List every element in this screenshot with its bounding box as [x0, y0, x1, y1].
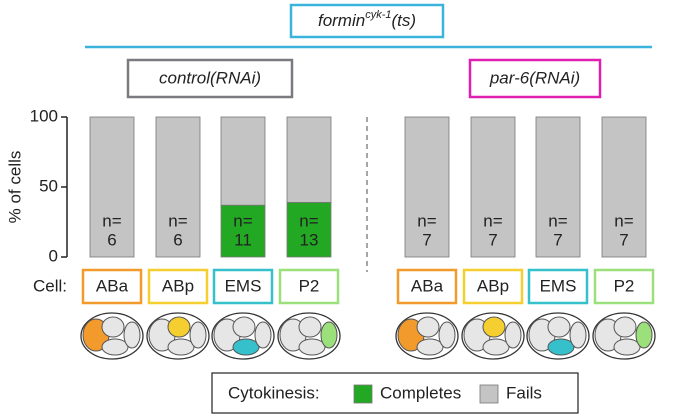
legend-swatch [479, 384, 499, 404]
n-prefix: n= [233, 211, 252, 230]
bar-segment [155, 116, 201, 258]
embryo-cell [167, 338, 195, 356]
y-tick-label: 0 [49, 246, 58, 265]
cell-box [462, 268, 524, 305]
group-box [126, 58, 294, 99]
embryo-cell [123, 321, 141, 349]
cell-box [593, 268, 655, 305]
n-value: 6 [107, 230, 116, 249]
bar-segment [601, 116, 647, 258]
embryo-cell [298, 316, 322, 338]
n-prefix: n= [483, 211, 502, 230]
embryo-cell [613, 316, 637, 338]
legend-title: Cytokinesis: [228, 383, 320, 402]
bar-segment [220, 116, 266, 206]
n-prefix: n= [614, 211, 633, 230]
embryo-cell [635, 321, 653, 349]
n-value: 7 [422, 230, 431, 249]
embryo-cell [613, 338, 641, 356]
embryo-cell [569, 321, 587, 349]
cell-label: ABa [411, 276, 444, 295]
embryo-cell [298, 338, 326, 356]
title-suffix: (ts) [391, 11, 416, 30]
group-box [468, 58, 602, 99]
cell-box [396, 268, 458, 305]
title-main: formin [318, 11, 365, 30]
y-tick-label: 50 [39, 176, 58, 195]
cell-label: EMS [225, 276, 262, 295]
embryo-cell [254, 321, 272, 349]
n-value: 7 [619, 230, 628, 249]
legend-box [211, 372, 579, 414]
group-label: par-6(RNAi) [489, 68, 580, 87]
embryo-cell [101, 316, 125, 338]
cell-label: ABp [477, 276, 509, 295]
row-label: Cell: [33, 276, 67, 295]
n-prefix: n= [168, 211, 187, 230]
embryo-cell [547, 316, 571, 338]
cell-box [147, 268, 209, 305]
cell-label: EMS [540, 276, 577, 295]
y-tick-label: 100 [30, 106, 58, 125]
chart-title: formincyk-1(ts) [318, 9, 416, 31]
bar-segment [89, 116, 135, 258]
cell-label: P2 [299, 276, 320, 295]
cell-box [527, 268, 589, 305]
cell-label: ABa [96, 276, 129, 295]
bar-segment [535, 116, 581, 258]
cell-box [81, 268, 143, 305]
legend-swatch [353, 384, 373, 404]
embryo-cell [101, 338, 129, 356]
legend-label: Fails [506, 383, 542, 402]
n-value: 6 [173, 230, 182, 249]
n-prefix: n= [299, 211, 318, 230]
bar-segment [286, 116, 332, 203]
n-prefix: n= [102, 211, 121, 230]
bar-segment [404, 116, 450, 258]
cell-label: P2 [614, 276, 635, 295]
embryo-cell [167, 316, 191, 338]
n-value: 7 [553, 230, 562, 249]
embryo-cell [482, 338, 510, 356]
embryo-cell [416, 316, 440, 338]
n-value: 7 [488, 230, 497, 249]
n-prefix: n= [417, 211, 436, 230]
n-value: 11 [234, 230, 252, 249]
group-label: control(RNAi) [159, 68, 261, 87]
n-value: 13 [300, 230, 319, 249]
embryo-cell [438, 321, 456, 349]
embryo-cell [504, 321, 522, 349]
cell-label: ABp [162, 276, 194, 295]
title-box [289, 3, 445, 39]
bar-segment [470, 116, 516, 258]
embryo-cell [320, 321, 338, 349]
embryo-cell [189, 321, 207, 349]
legend-label: Completes [380, 383, 461, 402]
embryo-cell [416, 338, 444, 356]
title-sup: cyk-1 [365, 9, 391, 21]
embryo-cell [482, 316, 506, 338]
embryo-cell [232, 316, 256, 338]
cell-box [278, 268, 340, 305]
embryo-cell [547, 338, 575, 356]
embryo-cell [232, 338, 260, 356]
y-axis-label: % of cells [5, 151, 24, 224]
cell-box [212, 268, 274, 305]
n-prefix: n= [548, 211, 567, 230]
